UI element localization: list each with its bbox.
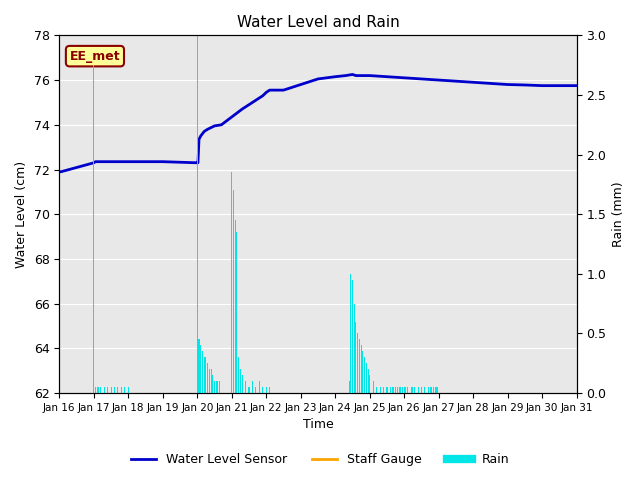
Bar bbox=[433, 387, 434, 393]
X-axis label: Time: Time bbox=[303, 419, 333, 432]
Bar bbox=[367, 369, 369, 393]
Bar bbox=[231, 172, 232, 393]
Bar bbox=[214, 381, 215, 393]
Bar bbox=[205, 357, 207, 393]
Bar bbox=[400, 387, 401, 393]
Bar bbox=[93, 65, 94, 393]
Bar bbox=[235, 220, 236, 393]
Bar bbox=[414, 387, 415, 393]
Text: EE_met: EE_met bbox=[70, 49, 120, 63]
Bar bbox=[212, 375, 213, 393]
Bar bbox=[207, 363, 208, 393]
Bar bbox=[128, 387, 129, 393]
Bar bbox=[424, 387, 426, 393]
Bar bbox=[238, 357, 239, 393]
Bar bbox=[211, 369, 212, 393]
Bar bbox=[269, 387, 270, 393]
Bar bbox=[360, 346, 362, 393]
Bar bbox=[121, 387, 122, 393]
Bar bbox=[390, 387, 391, 393]
Bar bbox=[357, 334, 358, 393]
Bar bbox=[241, 375, 243, 393]
Bar bbox=[107, 387, 108, 393]
Bar bbox=[383, 387, 384, 393]
Bar bbox=[262, 387, 263, 393]
Bar bbox=[376, 387, 377, 393]
Bar bbox=[240, 369, 241, 393]
Bar bbox=[97, 387, 98, 393]
Bar bbox=[252, 381, 253, 393]
Bar bbox=[380, 387, 381, 393]
Y-axis label: Rain (mm): Rain (mm) bbox=[612, 181, 625, 247]
Bar bbox=[259, 381, 260, 393]
Legend: Water Level Sensor, Staff Gauge, Rain: Water Level Sensor, Staff Gauge, Rain bbox=[125, 448, 515, 471]
Bar bbox=[248, 387, 250, 393]
Bar bbox=[411, 387, 412, 393]
Bar bbox=[200, 346, 201, 393]
Bar bbox=[431, 387, 433, 393]
Bar bbox=[209, 369, 210, 393]
Bar bbox=[245, 381, 246, 393]
Bar bbox=[219, 381, 220, 393]
Bar bbox=[204, 357, 205, 393]
Bar bbox=[216, 381, 217, 393]
Bar bbox=[407, 387, 408, 393]
Bar bbox=[350, 274, 351, 393]
Bar bbox=[412, 387, 413, 393]
Bar bbox=[369, 375, 371, 393]
Bar bbox=[202, 351, 203, 393]
Bar bbox=[436, 387, 438, 393]
Bar bbox=[392, 387, 393, 393]
Bar bbox=[417, 387, 419, 393]
Bar bbox=[359, 339, 360, 393]
Bar bbox=[352, 280, 353, 393]
Bar bbox=[366, 363, 367, 393]
Bar bbox=[362, 351, 364, 393]
Bar bbox=[114, 387, 115, 393]
Bar bbox=[236, 232, 237, 393]
Bar bbox=[428, 387, 429, 393]
Bar bbox=[395, 387, 396, 393]
Bar bbox=[255, 387, 257, 393]
Bar bbox=[435, 387, 436, 393]
Bar bbox=[266, 387, 267, 393]
Bar bbox=[104, 387, 105, 393]
Bar bbox=[117, 387, 118, 393]
Bar bbox=[355, 322, 356, 393]
Bar bbox=[196, 36, 198, 393]
Title: Water Level and Rain: Water Level and Rain bbox=[237, 15, 399, 30]
Bar bbox=[421, 387, 422, 393]
Bar bbox=[354, 304, 355, 393]
Bar bbox=[429, 387, 431, 393]
Bar bbox=[397, 387, 398, 393]
Bar bbox=[124, 387, 125, 393]
Bar bbox=[233, 191, 234, 393]
Y-axis label: Water Level (cm): Water Level (cm) bbox=[15, 161, 28, 268]
Bar bbox=[198, 339, 200, 393]
Bar bbox=[402, 387, 403, 393]
Bar bbox=[100, 387, 101, 393]
Bar bbox=[372, 381, 374, 393]
Bar bbox=[95, 387, 96, 393]
Bar bbox=[364, 357, 365, 393]
